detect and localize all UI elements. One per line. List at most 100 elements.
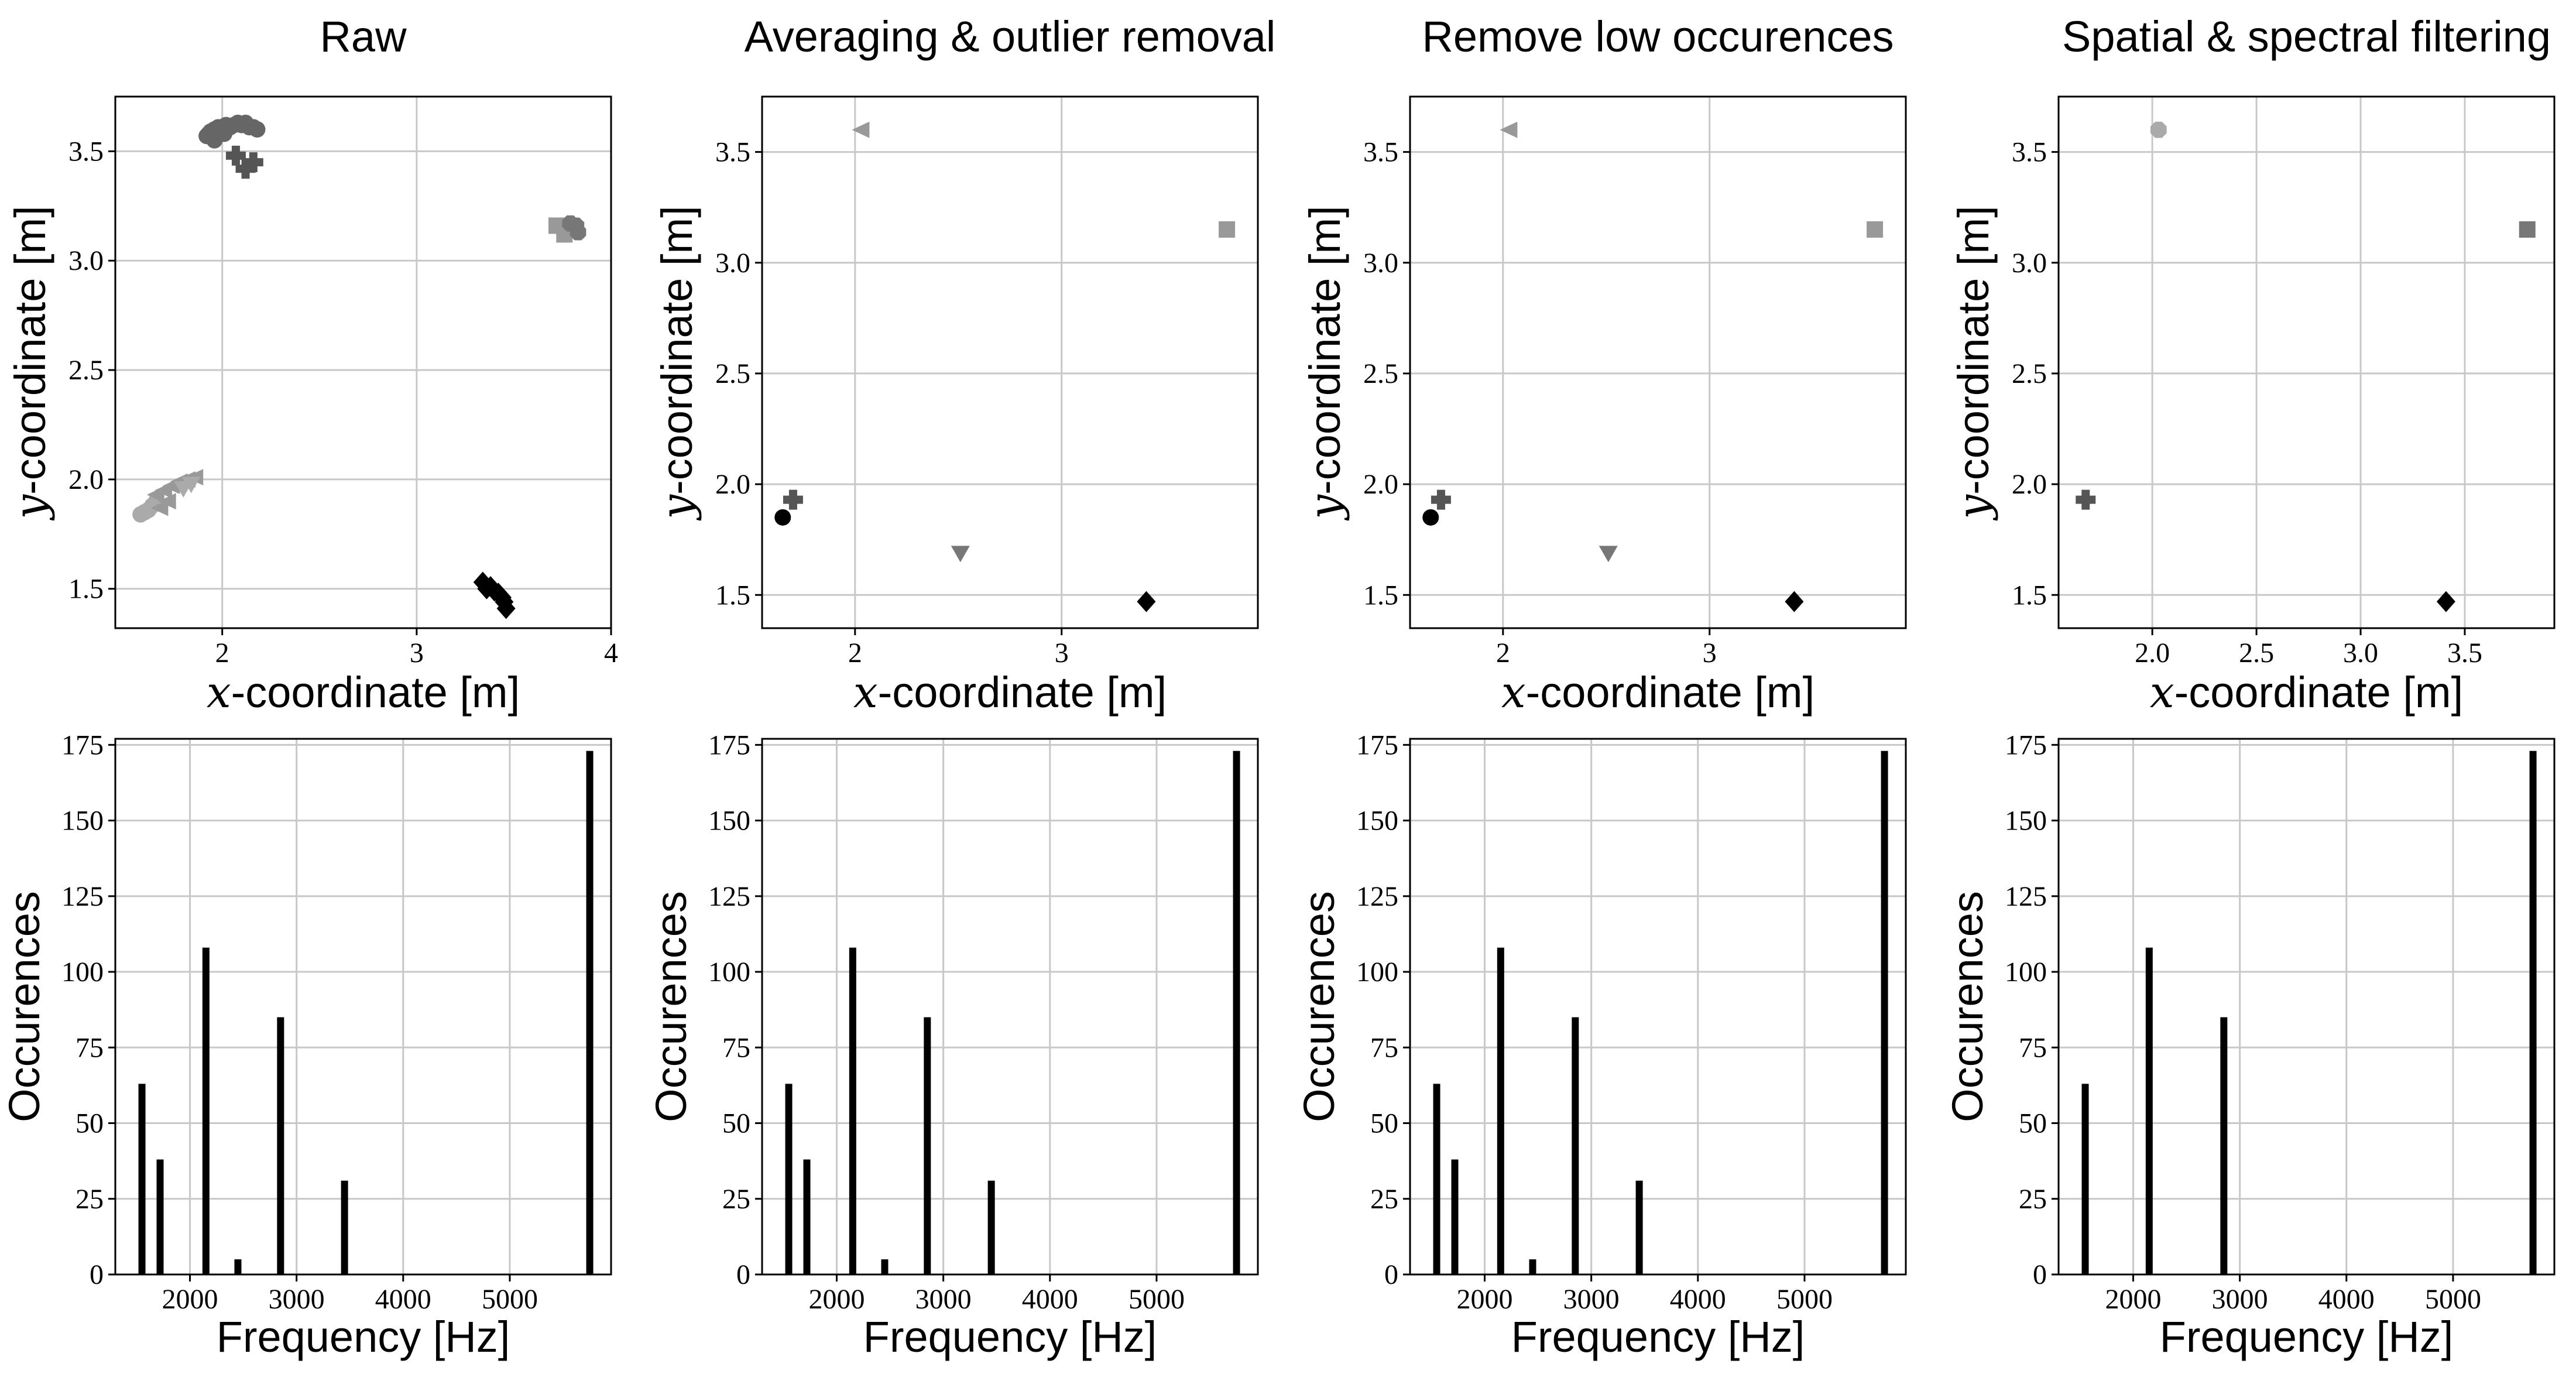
bar xyxy=(234,1259,242,1274)
y-tick-label: 2.5 xyxy=(2012,358,2047,389)
plot-frame xyxy=(1409,738,1907,1276)
bar xyxy=(1497,947,1504,1274)
y-tick-label: 3.5 xyxy=(715,137,750,168)
y-tick-label: 75 xyxy=(1370,1032,1398,1063)
plot-frame xyxy=(2057,95,2556,629)
triangle-left-marker xyxy=(852,121,870,138)
y-tick-label: 100 xyxy=(708,957,750,988)
diamond-marker xyxy=(1137,591,1156,612)
x-axis-label-var: x xyxy=(2150,667,2174,718)
y-tick-label: 175 xyxy=(708,729,750,760)
x-tick-label: 2.5 xyxy=(2239,638,2274,669)
x-tick-label: 3 xyxy=(1055,638,1069,669)
x-axis-label: x-coordinate [m] xyxy=(207,667,520,718)
bar xyxy=(202,947,210,1274)
plus-marker xyxy=(225,145,246,166)
x-tick-label: 3 xyxy=(1703,638,1717,669)
y-tick-label: 25 xyxy=(2019,1184,2047,1215)
x-tick-label: 4000 xyxy=(1670,1284,1726,1315)
x-tick-label: 5000 xyxy=(1128,1284,1185,1315)
x-tick-label: 3000 xyxy=(2212,1284,2268,1315)
y-axis-label: Occurences xyxy=(0,891,49,1122)
y-tick-label: 3.0 xyxy=(2012,248,2047,279)
panel-title: Averaging & outlier removal xyxy=(745,12,1276,61)
y-tick-label: 2.0 xyxy=(715,469,750,500)
bar xyxy=(341,1180,348,1274)
bars-raw-panel: 2000 3000 4000 5000 0 25 50 75 100 125 150 175 Frequ… xyxy=(0,729,612,1361)
triangle-left-marker xyxy=(158,493,176,510)
octagon-marker xyxy=(570,224,586,241)
y-tick-label: 0 xyxy=(2033,1259,2047,1290)
x-axis-label-var: x xyxy=(1501,667,1526,718)
x-tick-label: 3.0 xyxy=(2343,638,2378,669)
y-tick-label: 150 xyxy=(2005,806,2047,837)
y-tick-label: 0 xyxy=(736,1259,750,1290)
y-axis-label-var: y xyxy=(5,494,56,521)
x-tick-label: 5000 xyxy=(482,1284,538,1315)
y-tick-label: 75 xyxy=(722,1032,750,1063)
series-diamond-lower-right xyxy=(473,571,516,619)
series-plus xyxy=(2076,489,2096,510)
series-square xyxy=(1219,221,1236,238)
diamond-marker xyxy=(1785,591,1804,612)
x-tick-label: 5000 xyxy=(1776,1284,1833,1315)
bar xyxy=(2081,1084,2089,1274)
y-axis-label: Occurences xyxy=(647,891,695,1122)
y-tick-label: 125 xyxy=(708,881,750,912)
bar xyxy=(156,1159,164,1274)
y-tick-label: 2.0 xyxy=(68,464,104,495)
x-tick-label: 2000 xyxy=(809,1284,865,1315)
x-tick-label: 2.0 xyxy=(2135,638,2170,669)
x-tick-label: 2000 xyxy=(1457,1284,1513,1315)
plot-frame xyxy=(1409,95,1907,629)
y-tick-label: 3.0 xyxy=(1363,248,1398,279)
bars-averaging-panel: 2000 3000 4000 5000 0 25 50 75 100 125 150 175 Frequ… xyxy=(647,729,1259,1361)
bar xyxy=(2145,947,2153,1274)
bar xyxy=(881,1259,889,1274)
y-tick-label: 2.0 xyxy=(2012,469,2047,500)
series-cross-upper xyxy=(225,145,263,179)
y-tick-label: 1.5 xyxy=(68,574,104,605)
x-tick-label: 3.5 xyxy=(2447,638,2482,669)
x-tick-label: 3000 xyxy=(915,1284,972,1315)
plus-marker xyxy=(235,159,256,179)
bar xyxy=(2529,751,2537,1274)
x-tick-label: 2000 xyxy=(162,1284,218,1315)
y-tick-label: 175 xyxy=(1356,729,1398,760)
scatter-spatial-panel: 2.0 2.5 3.0 3.5 1.5 2.0 2.5 3.0 3.5 Spatial & spe… xyxy=(1949,12,2556,718)
bar xyxy=(924,1017,931,1274)
y-axis-label-text: -coordinate [m] xyxy=(1301,205,1349,495)
plot-frame xyxy=(114,95,612,629)
y-tick-label: 1.5 xyxy=(715,580,750,611)
octagon-marker xyxy=(2150,121,2167,138)
series-diamond xyxy=(1785,591,1804,612)
series-square xyxy=(2519,221,2536,238)
series-triangle-down xyxy=(951,546,970,563)
x-tick-label: 4000 xyxy=(375,1284,431,1315)
y-tick-label: 75 xyxy=(2019,1032,2047,1063)
triangle-down-marker xyxy=(1599,546,1618,563)
plus-marker xyxy=(1431,489,1451,510)
triangle-down-marker xyxy=(951,546,970,563)
y-axis-label-var: y xyxy=(1949,494,1999,521)
series-octagon xyxy=(2150,121,2167,138)
x-axis-label: Frequency [Hz] xyxy=(863,1313,1157,1361)
series-circle xyxy=(774,509,791,526)
square-marker xyxy=(1219,221,1236,238)
x-axis-label: x-coordinate [m] xyxy=(1501,667,1814,718)
triangle-left-marker xyxy=(1500,121,1518,138)
y-tick-label: 50 xyxy=(76,1108,104,1139)
bar xyxy=(1881,751,1888,1274)
x-tick-label: 4000 xyxy=(1022,1284,1078,1315)
x-tick-label: 3 xyxy=(410,638,424,669)
x-axis-label-var: x xyxy=(207,667,231,718)
x-axis-label: x-coordinate [m] xyxy=(853,667,1167,718)
y-tick-label: 150 xyxy=(708,806,750,837)
bar xyxy=(586,751,594,1274)
square-marker xyxy=(2519,221,2536,238)
y-tick-label: 100 xyxy=(2005,957,2047,988)
x-tick-label: 4 xyxy=(604,638,618,669)
plot-frame xyxy=(114,738,612,1276)
